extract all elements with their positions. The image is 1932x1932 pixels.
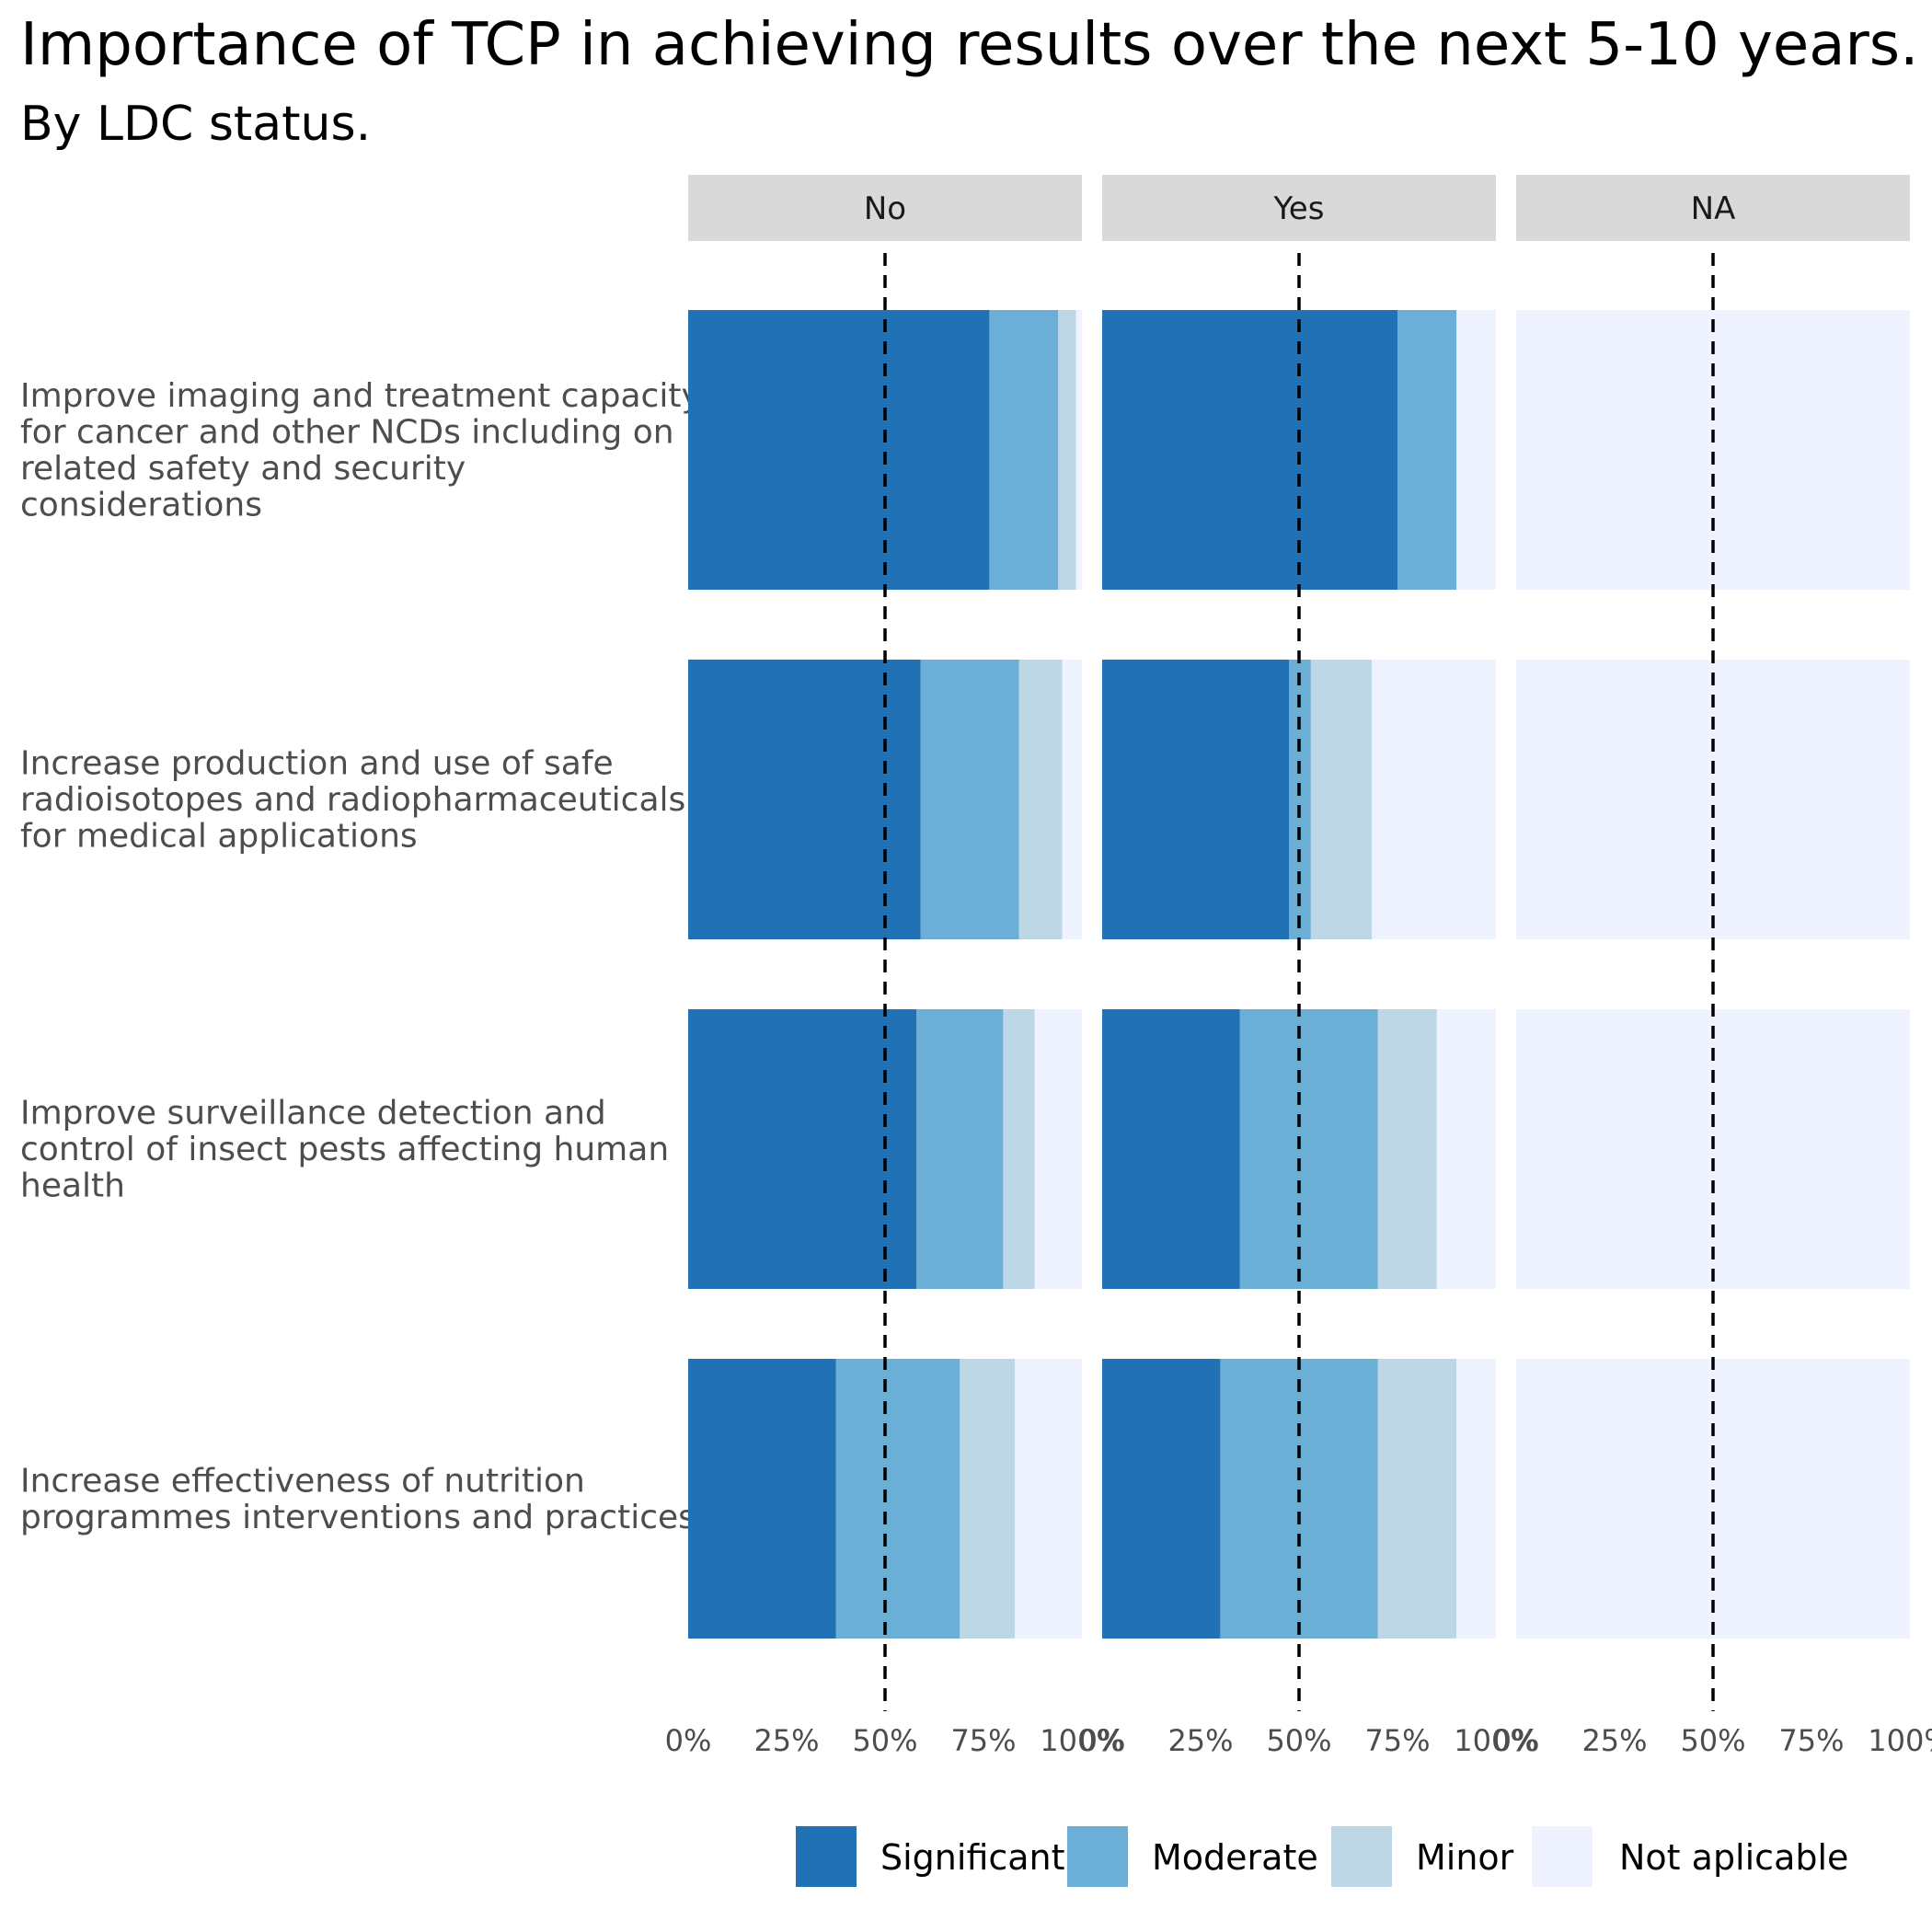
- bar-segment: [1102, 660, 1290, 939]
- bar-segment: [1239, 1009, 1378, 1289]
- legend-label: Not aplicable: [1619, 1837, 1848, 1878]
- bar-segment: [1289, 660, 1311, 939]
- bar-segment: [1018, 660, 1063, 939]
- chart-title: Importance of TCP in achieving results o…: [20, 11, 1918, 79]
- bar-segment: [1003, 1009, 1035, 1289]
- legend-label: Significant: [880, 1837, 1065, 1878]
- x-tick-label: 25%: [1167, 1723, 1233, 1758]
- legend-key: [1067, 1826, 1128, 1887]
- x-tick-label: 75%: [1778, 1723, 1844, 1758]
- bar-segment: [1310, 660, 1373, 939]
- bar-segment: [1058, 310, 1076, 590]
- x-tick-label: 25%: [1581, 1723, 1647, 1758]
- bar-segment: [1377, 1359, 1457, 1639]
- bar-segment: [1456, 1359, 1496, 1639]
- category-label-line: for cancer and other NCDs including on: [20, 413, 674, 451]
- category-label-line: related safety and security: [20, 450, 466, 488]
- x-tick-label: 50%: [1680, 1723, 1745, 1758]
- bar-segment: [688, 310, 990, 590]
- bar-segment: [688, 660, 921, 939]
- bar-segment: [1456, 310, 1496, 590]
- x-tick-label: 0%: [1493, 1723, 1540, 1758]
- bar-segment: [989, 310, 1059, 590]
- category-label-line: Increase effectiveness of nutrition: [20, 1462, 585, 1500]
- x-tick-label: 0%: [665, 1723, 712, 1758]
- bar-segment: [1397, 310, 1457, 590]
- bar-segment: [960, 1359, 1016, 1639]
- category-label: Increase production and use of safe radio…: [20, 745, 685, 856]
- chart-subtitle: By LDC status.: [20, 97, 371, 152]
- bar-segment: [1015, 1359, 1082, 1639]
- x-tick-label: 25%: [753, 1723, 819, 1758]
- bar-segment: [1102, 1359, 1221, 1639]
- facet-strip: [688, 175, 1082, 241]
- bar-segment: [1034, 1009, 1082, 1289]
- x-tick-label: 100%: [1454, 1723, 1537, 1758]
- legend-key: [1532, 1826, 1593, 1887]
- legend-label: Minor: [1416, 1837, 1514, 1878]
- facet-strip: [1102, 175, 1496, 241]
- facet-label: No: [864, 190, 906, 227]
- bar-segment: [1062, 660, 1082, 939]
- bar-segment: [920, 660, 1019, 939]
- category-label-line: Increase production and use of safe: [20, 745, 614, 783]
- bar-segment: [835, 1359, 960, 1639]
- facet-strip: [1516, 175, 1910, 241]
- category-label-line: Improve surveillance detection and: [20, 1095, 606, 1133]
- x-tick-label: 75%: [1364, 1723, 1430, 1758]
- x-tick-label: 100%: [1868, 1723, 1932, 1758]
- legend: Significant Moderate Minor Not aplicable: [796, 1826, 1848, 1887]
- bar-segment: [1075, 310, 1082, 590]
- bar-segment: [1102, 310, 1397, 590]
- category-label: Increase effectiveness of nutrition progr…: [20, 1462, 696, 1536]
- bar-segment: [1436, 1009, 1496, 1289]
- category-label: Improve imaging and treatment capacity fo…: [20, 377, 701, 524]
- category-label-line: radioisotopes and radiopharmaceuticals: [20, 781, 685, 819]
- facet-label: NA: [1691, 190, 1736, 227]
- x-tick-label: 50%: [852, 1723, 917, 1758]
- bar-segment: [1372, 660, 1496, 939]
- category-label-line: for medical applications: [20, 818, 418, 856]
- plot-area: Improve imaging and treatment capacity fo…: [20, 175, 1932, 1758]
- category-label-line: control of insect pests affecting human: [20, 1131, 669, 1168]
- bar-segment: [688, 1009, 917, 1289]
- x-tick-label: 75%: [950, 1723, 1016, 1758]
- category-label-line: considerations: [20, 486, 262, 523]
- bar-segment: [1377, 1009, 1437, 1289]
- legend-key: [796, 1826, 857, 1887]
- category-label: Improve surveillance detection and contro…: [20, 1095, 669, 1205]
- legend-label: Moderate: [1152, 1837, 1318, 1878]
- category-label-line: programmes interventions and practices: [20, 1499, 696, 1536]
- x-tick-label: 50%: [1266, 1723, 1331, 1758]
- x-tick-label: 100%: [1040, 1723, 1123, 1758]
- category-label-line: Improve imaging and treatment capacity: [20, 377, 701, 415]
- bar-segment: [688, 1359, 836, 1639]
- category-label-line: health: [20, 1167, 125, 1205]
- legend-key: [1331, 1826, 1392, 1887]
- x-tick-label: 0%: [1079, 1723, 1126, 1758]
- bar-segment: [1102, 1009, 1240, 1289]
- facet-label: Yes: [1273, 190, 1325, 227]
- bar-segment: [916, 1009, 1004, 1289]
